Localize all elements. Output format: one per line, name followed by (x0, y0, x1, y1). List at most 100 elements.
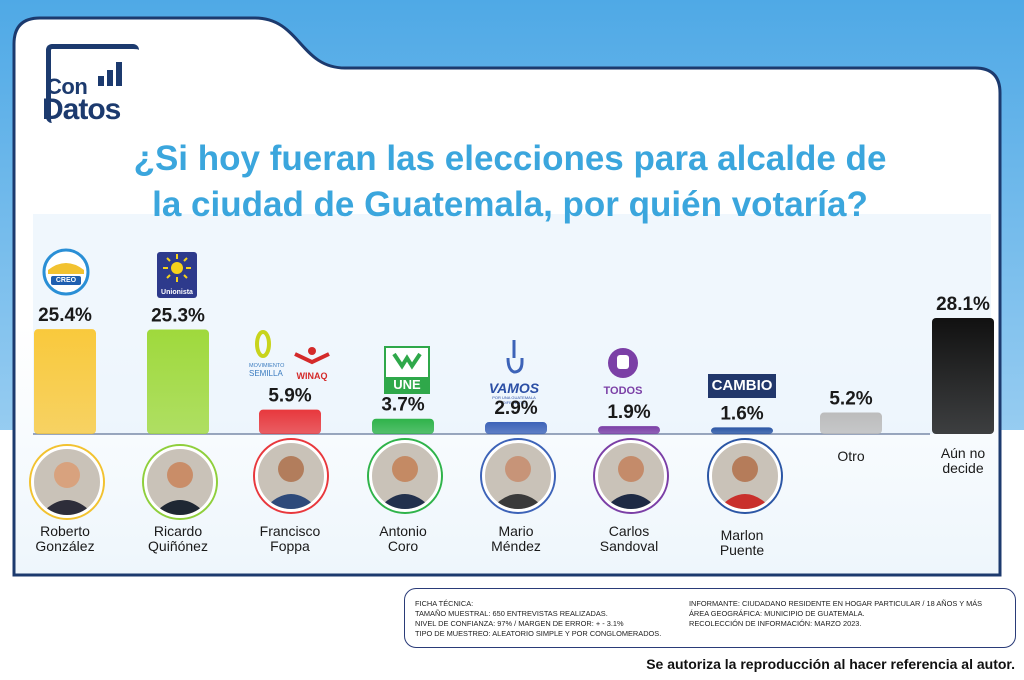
person-icon (604, 456, 658, 509)
category-label-line: Quiñónez (148, 538, 208, 554)
category-label-line: Puente (719, 542, 765, 558)
category-label-line: González (35, 538, 95, 554)
bar-ricardo-qui-nez (147, 329, 209, 434)
data-label: 5.2% (829, 389, 872, 410)
category-label: Ricardo Quiñónez (123, 524, 233, 554)
category-label: Otro (796, 449, 906, 464)
bar-roberto-gonz-lez (34, 329, 96, 434)
category-label-line: Coro (387, 538, 419, 554)
category-label-line: Antonio (379, 523, 427, 539)
cambio-logo: CAMBIO (708, 374, 776, 398)
data-label: 25.3% (151, 306, 205, 327)
data-label: 1.9% (607, 402, 650, 423)
data-label: 2.9% (494, 398, 537, 419)
category-label: Antonio Coro (348, 524, 458, 554)
person-icon (153, 462, 207, 515)
ficha-confidence: NIVEL DE CONFIANZA: 97% / MARGEN DE ERRO… (415, 619, 624, 628)
person-icon (491, 456, 545, 509)
pointing-hand-icon (506, 340, 524, 374)
creo-logo: CREO (42, 248, 90, 296)
person-icon (40, 462, 94, 515)
logo-con-text: Con (46, 74, 88, 99)
footer-note: Se autoriza la reproducción al hacer ref… (646, 656, 1015, 672)
photo-mario-mendez (482, 440, 554, 512)
une-logo: UNE (384, 346, 430, 394)
bar-antonio-coro (372, 418, 434, 434)
category-label-line: Francisco (259, 523, 321, 539)
data-label: 3.7% (381, 395, 424, 416)
todos-label: TODOS (603, 385, 643, 397)
category-label-line: Sandoval (599, 538, 659, 554)
category-label-line: Mario (498, 523, 534, 539)
ficha-informant: INFORMANTE: CIUDADANO RESIDENTE EN HOGAR… (689, 599, 983, 608)
vamos-label: VAMOS (488, 380, 540, 396)
todos-hand-icon (608, 348, 638, 378)
ficha-sample-size: TAMAÑO MUESTRAL: 650 ENTREVISTAS REALIZA… (415, 609, 608, 618)
logo-datos-text: Datos (42, 93, 121, 126)
category-label: Roberto González (10, 524, 120, 554)
person-icon (378, 456, 432, 509)
bar-chart-icon (98, 62, 122, 86)
category-label-line: Marlon (720, 527, 764, 543)
semilla-logo: MOVIMIENTO SEMILLA (249, 328, 291, 378)
photo-ricardo-quinonez (144, 446, 216, 518)
seed-icon (255, 330, 271, 358)
person-icon (718, 456, 772, 509)
bar-a-n-no-decide (932, 318, 994, 434)
creo-emblem-icon (42, 248, 90, 296)
cambio-label: CAMBIO (711, 377, 773, 394)
data-label: 5.9% (268, 386, 311, 407)
title-line-1: ¿Si hoy fueran las elecciones para alcal… (133, 139, 887, 178)
title-line-2: la ciudad de Guatemala, por quién votarí… (152, 185, 868, 224)
category-label-line: Roberto (40, 523, 90, 539)
winaq-label: WINAQ (296, 371, 328, 381)
ficha-right-column: INFORMANTE: CIUDADANO RESIDENTE EN HOGAR… (689, 599, 982, 629)
ficha-area: ÁREA GEOGRÁFICA: MUNICIPIO DE GUATEMALA. (689, 609, 865, 618)
ficha-collection-date: RECOLECCIÓN DE INFORMACIÓN: MARZO 2023. (689, 619, 862, 628)
photo-francisco-foppa (255, 440, 327, 512)
vamos-logo: VAMOS POR UNA GUATEMALA DIFERENTE (484, 336, 544, 405)
ficha-heading: FICHA TÉCNICA: (415, 599, 474, 608)
unionista-logo: Unionista (157, 252, 197, 298)
category-label-line: Carlos (608, 523, 650, 539)
bar-francisco-foppa (259, 409, 321, 434)
hands-icon (392, 352, 422, 370)
ficha-left-column: FICHA TÉCNICA: TAMAÑO MUESTRAL: 650 ENTR… (415, 599, 661, 639)
photo-carlos-sandoval (595, 440, 667, 512)
data-label: 1.6% (720, 403, 763, 424)
bar-carlos-sandoval (598, 426, 660, 434)
photo-roberto-gonzalez (31, 446, 103, 518)
data-label: 25.4% (38, 305, 92, 326)
photo-antonio-coro (369, 440, 441, 512)
person-icon (264, 456, 318, 509)
bar-marlon-puente (711, 427, 773, 434)
semilla-label-1: MOVIMIENTO (249, 363, 285, 369)
category-label: Carlos Sandoval (574, 524, 684, 554)
sun-icon (163, 254, 191, 282)
todos-logo: TODOS (598, 346, 648, 397)
category-label: Aún no decide (908, 446, 1018, 476)
vamos-tagline: POR UNA GUATEMALA DIFERENTE (492, 395, 536, 405)
winaq-figure-icon (294, 347, 330, 365)
category-label-line: Méndez (491, 538, 541, 554)
bar-mario-m-ndez (485, 422, 547, 434)
data-label: 28.1% (936, 294, 990, 315)
ficha-tecnica: FICHA TÉCNICA: TAMAÑO MUESTRAL: 650 ENTR… (404, 588, 1016, 648)
logo-frame (46, 44, 139, 123)
photo-marlon-puente (709, 440, 781, 512)
category-label-line: Otro (837, 448, 865, 464)
winaq-logo: WINAQ (291, 346, 333, 381)
chart-title: ¿Si hoy fueran las elecciones para alcal… (80, 136, 940, 228)
category-label: Francisco Foppa (235, 524, 345, 554)
semilla-label-2: SEMILLA (249, 369, 283, 378)
une-label: UNE (386, 377, 428, 393)
unionista-label: Unionista (161, 289, 193, 296)
condatos-logo: Con Datos (40, 40, 145, 128)
creo-label: CREO (55, 277, 77, 284)
bar-otro (820, 412, 882, 434)
category-label-line: Aún no (940, 445, 986, 461)
ficha-sampling-type: TIPO DE MUESTREO: ALEATORIO SIMPLE Y POR… (415, 629, 662, 638)
category-label-line: Ricardo (153, 523, 203, 539)
